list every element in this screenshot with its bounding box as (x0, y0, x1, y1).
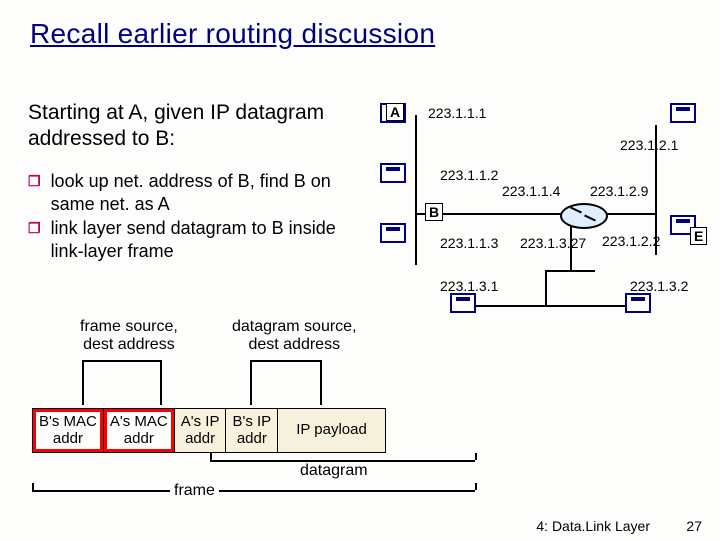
footer-page: 27 (686, 518, 702, 534)
ip-e-left: 223.1.2.2 (602, 233, 660, 249)
bullet-text: link layer send datagram to B inside lin… (51, 217, 368, 262)
ip-a: 223.1.1.1 (428, 105, 486, 121)
ip-router-bl: 223.1.3.27 (520, 235, 586, 251)
ip-bl: 223.1.3.1 (440, 278, 498, 294)
bullet-icon: ❒ (28, 220, 41, 262)
ip-br: 223.1.3.2 (630, 278, 688, 294)
frame-layout: B's MACaddr A's MACaddr A's IPaddr B's I… (32, 408, 386, 453)
host-mid-left (380, 163, 408, 191)
anno-dgram-srcdest: datagram source,dest address (232, 318, 357, 355)
host-br (625, 293, 653, 321)
list-item: ❒ look up net. address of B, find B on s… (28, 170, 368, 215)
list-item: ❒ link layer send datagram to B inside l… (28, 217, 368, 262)
cell-aip: A's IPaddr (175, 409, 227, 452)
host-top-right (670, 103, 698, 131)
cell-payload: IP payload (278, 409, 385, 452)
ip-router-left: 223.1.1.4 (502, 183, 560, 199)
frame-label: frame (170, 482, 219, 500)
host-b (380, 223, 408, 251)
host-bl (450, 293, 478, 321)
slide-title: Recall earlier routing discussion (30, 18, 435, 50)
ip-b-below: 223.1.1.3 (440, 235, 498, 251)
label-b: B (425, 203, 443, 221)
datagram-label: datagram (300, 462, 368, 480)
label-a: A (386, 103, 404, 121)
footer-chapter: 4: Data.Link Layer (536, 518, 650, 534)
bullet-list: ❒ look up net. address of B, find B on s… (28, 170, 368, 264)
bullet-icon: ❒ (28, 173, 41, 215)
cell-bmac: B's MACaddr (33, 409, 104, 452)
cell-amac: A's MACaddr (104, 409, 175, 452)
bullet-text: look up net. address of B, find B on sam… (51, 170, 368, 215)
ip-top-right: 223.1.2.1 (620, 137, 678, 153)
anno-frame-srcdest: frame source,dest address (80, 318, 178, 355)
ip-router-right: 223.1.2.9 (590, 183, 648, 199)
cell-bip: B's IPaddr (226, 409, 278, 452)
ip-mid-left: 223.1.1.2 (440, 167, 498, 183)
label-e: E (690, 227, 707, 245)
router-icon (560, 203, 608, 229)
network-diagram: A 223.1.1.1 223.1.1.2 B 223.1.1.3 223.1.… (370, 95, 710, 325)
slide-subtitle: Starting at A, given IP datagram address… (28, 100, 368, 153)
